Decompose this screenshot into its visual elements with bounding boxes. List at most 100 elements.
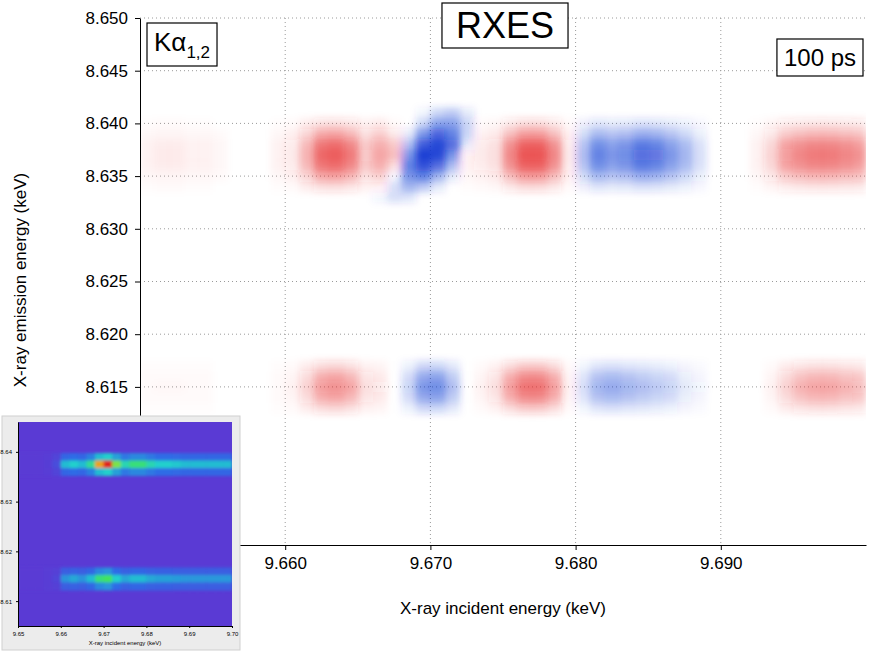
heatmap-cell xyxy=(851,118,866,129)
heatmap-cell xyxy=(358,160,373,171)
heatmap-cell xyxy=(837,382,852,393)
heatmap-cell xyxy=(459,392,474,403)
heatmap-cell xyxy=(793,160,808,171)
heatmap-cell xyxy=(793,192,808,203)
tick-mark xyxy=(135,387,140,388)
heatmap-cell xyxy=(372,192,387,203)
heatmap-cell xyxy=(227,108,242,119)
heatmap-cell xyxy=(329,129,344,140)
heatmap-cell xyxy=(300,171,315,182)
heatmap-cell xyxy=(343,129,358,140)
heatmap-cell xyxy=(764,129,779,140)
tick-mark xyxy=(16,601,18,602)
heatmap-cell xyxy=(169,403,184,414)
heatmap-cell xyxy=(503,361,518,372)
heatmap-cell xyxy=(416,382,431,393)
heatmap-cell xyxy=(138,453,147,461)
heatmap-cell xyxy=(445,181,460,192)
heatmap-cell xyxy=(61,461,70,469)
annotation: 100 ps xyxy=(784,44,856,71)
heatmap-cell xyxy=(692,139,707,150)
inset-x-axis-title: X-ray incident energy (keV) xyxy=(89,640,162,646)
heatmap-cell xyxy=(459,192,474,203)
heatmap-cell xyxy=(213,392,228,403)
heatmap-cell xyxy=(706,181,721,192)
tick-mark xyxy=(135,334,140,335)
heatmap-cell xyxy=(358,129,373,140)
heatmap-cell xyxy=(329,171,344,182)
heatmap-cell xyxy=(213,371,228,382)
heatmap-cell xyxy=(735,361,750,372)
heatmap-cell xyxy=(401,392,416,403)
heatmap-cell xyxy=(329,192,344,203)
heatmap-cell xyxy=(590,118,605,129)
heatmap-cell xyxy=(648,118,663,129)
heatmap-cell xyxy=(329,403,344,414)
heatmap-cell xyxy=(112,582,121,590)
tick-mark xyxy=(135,71,140,72)
heatmap-cell xyxy=(198,468,207,476)
heatmap-cell xyxy=(605,392,620,403)
heatmap-cell xyxy=(285,160,300,171)
heatmap-cell xyxy=(198,371,213,382)
heatmap-cell xyxy=(104,468,113,476)
tick-mark xyxy=(232,626,233,628)
heatmap-cell xyxy=(474,181,489,192)
heatmap-cell xyxy=(140,129,155,140)
heatmap-cell xyxy=(851,108,866,119)
heatmap-cell xyxy=(155,468,164,476)
heatmap-cell xyxy=(169,371,184,382)
heatmap-cell xyxy=(372,160,387,171)
heatmap-cell xyxy=(242,371,257,382)
tick-mark xyxy=(135,229,140,230)
heatmap-cell xyxy=(822,181,837,192)
heatmap-cell xyxy=(576,192,591,203)
heatmap-cell xyxy=(416,108,431,119)
heatmap-cell xyxy=(242,118,257,129)
heatmap-cell xyxy=(851,139,866,150)
heatmap-cell xyxy=(416,150,431,161)
heatmap-cell xyxy=(837,192,852,203)
heatmap-cell xyxy=(532,371,547,382)
heatmap-cell xyxy=(213,160,228,171)
heatmap-cell xyxy=(227,150,242,161)
heatmap-cell xyxy=(605,382,620,393)
heatmap-cell xyxy=(445,382,460,393)
heatmap-cell xyxy=(851,129,866,140)
heatmap-cell xyxy=(416,192,431,203)
heatmap-cell xyxy=(619,403,634,414)
heatmap-cell xyxy=(121,468,130,476)
heatmap-cell xyxy=(851,392,866,403)
heatmap-cell xyxy=(503,150,518,161)
heatmap-cell xyxy=(184,108,199,119)
heatmap-cell xyxy=(648,382,663,393)
heatmap-cell xyxy=(822,392,837,403)
heatmap-cell xyxy=(735,129,750,140)
heatmap-cell xyxy=(223,582,232,590)
heatmap-cell xyxy=(401,171,416,182)
heatmap-cell xyxy=(779,150,794,161)
tick: 9.680 xyxy=(555,545,598,573)
heatmap-cell xyxy=(822,371,837,382)
heatmap-cell xyxy=(129,568,138,576)
heatmap-cell xyxy=(793,139,808,150)
heatmap-cell xyxy=(314,192,329,203)
heatmap-cell xyxy=(735,181,750,192)
heatmap-cell xyxy=(372,108,387,119)
heatmap-cell xyxy=(227,403,242,414)
heatmap-cell xyxy=(416,139,431,150)
heatmap-cell xyxy=(129,575,138,583)
heatmap-cell xyxy=(104,582,113,590)
heatmap-cell xyxy=(764,150,779,161)
heatmap-cell xyxy=(146,453,155,461)
heatmap-cell xyxy=(44,575,53,583)
heatmap-cell xyxy=(169,392,184,403)
heatmap-cell xyxy=(387,150,402,161)
heatmap-cell xyxy=(488,181,503,192)
heatmap-cell xyxy=(242,392,257,403)
heatmap-cell xyxy=(140,160,155,171)
heatmap-cell xyxy=(808,382,823,393)
heatmap-cell xyxy=(706,192,721,203)
heatmap-cell xyxy=(576,108,591,119)
heatmap-cell xyxy=(721,382,736,393)
